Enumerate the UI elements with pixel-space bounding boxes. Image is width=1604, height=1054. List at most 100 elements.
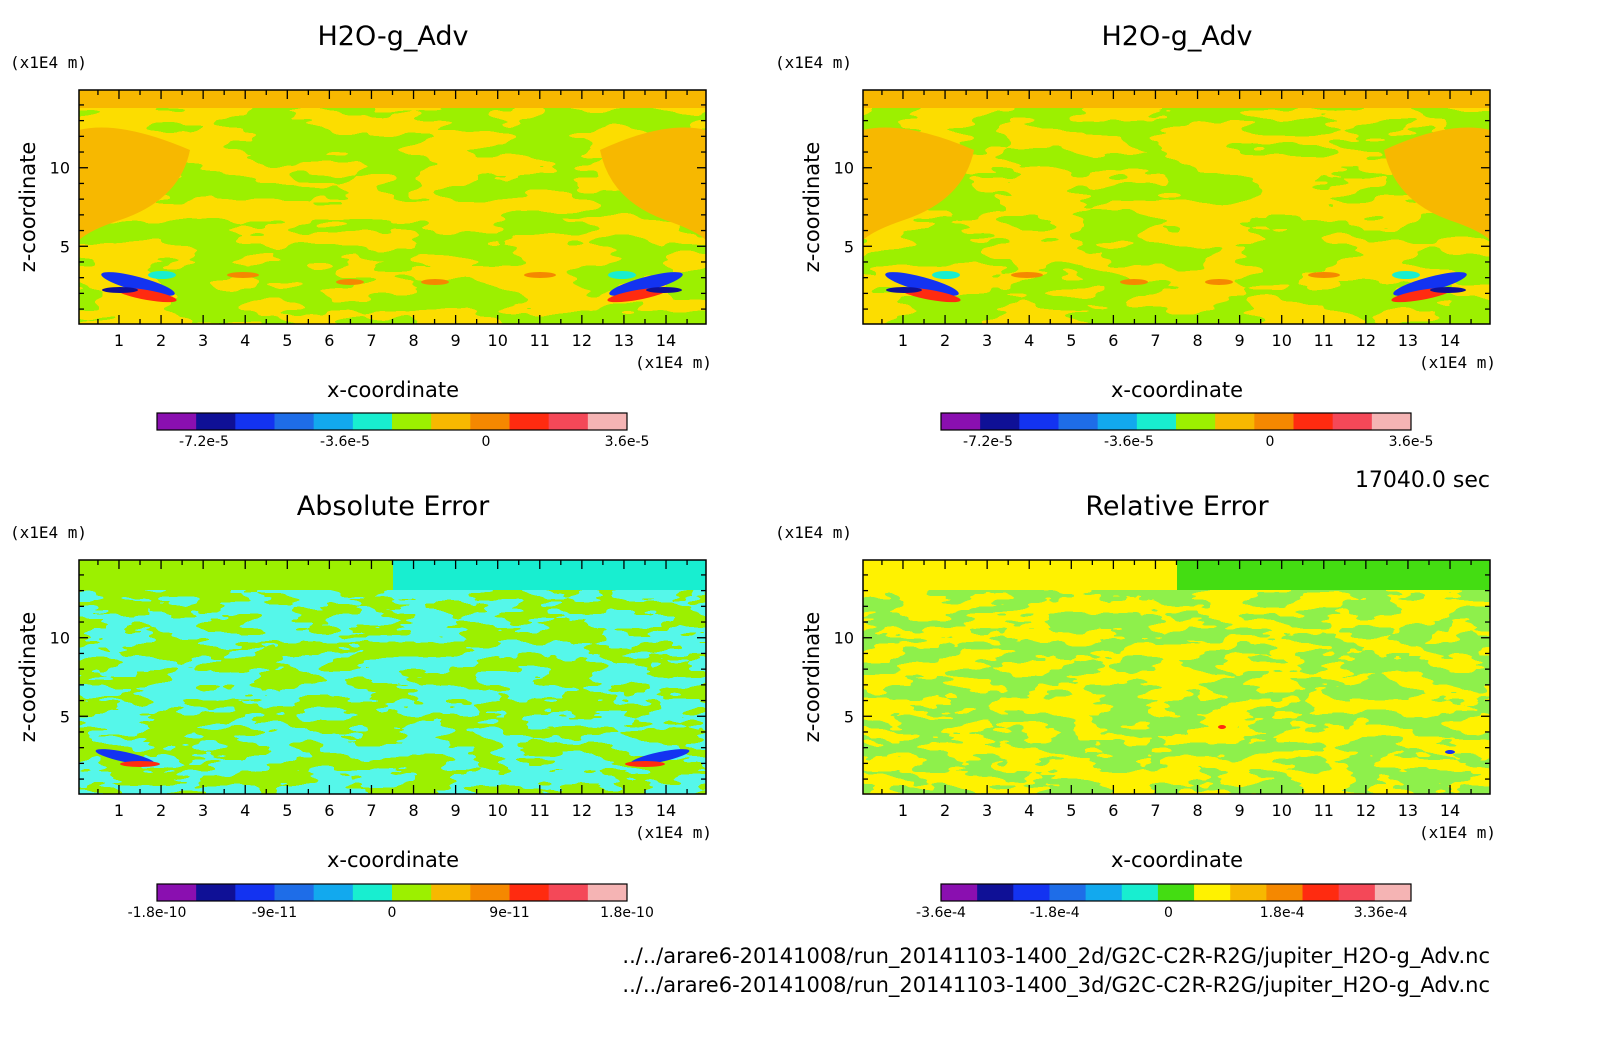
colorbar-swatch: [587, 413, 628, 430]
heatmap-field: [79, 90, 706, 324]
colorbar-swatch: [1097, 413, 1138, 430]
heatmap-field: [79, 560, 706, 794]
time-label: 17040.0 sec: [1355, 468, 1490, 493]
colorbar-swatch: [431, 884, 471, 901]
x-tick-label: 2: [940, 331, 950, 350]
colorbar-swatch: [392, 413, 432, 430]
y-tick-label: 5: [844, 237, 854, 256]
x-tick-label: 3: [982, 331, 992, 350]
x-tick-label: 4: [240, 331, 250, 350]
colorbar-label: -3.6e-5: [1104, 434, 1154, 450]
x-tick-label: 3: [198, 331, 208, 350]
x-axis-title: x-coordinate: [1111, 848, 1243, 872]
x-unit-label: (x1E4 m): [1419, 823, 1496, 842]
x-unit-label: (x1E4 m): [1419, 353, 1496, 372]
colorbar-label: -7.2e-5: [179, 434, 229, 450]
panel-title: Relative Error: [1085, 491, 1269, 522]
panel-title: H2O-g_Adv: [1102, 21, 1253, 52]
x-tick-label: 4: [240, 801, 250, 820]
x-tick-label: 11: [530, 331, 550, 350]
x-tick-label: 5: [1066, 801, 1076, 820]
colorbar-swatch: [1254, 413, 1294, 430]
x-tick-label: 13: [614, 331, 634, 350]
colorbar-label: 1.8e-4: [1260, 905, 1305, 921]
colorbar-frame: [940, 412, 1412, 431]
colorbar-swatch: [1371, 413, 1412, 430]
y-tick-label: 5: [60, 237, 70, 256]
colorbar-swatch: [1157, 884, 1195, 901]
colorbar-label: 0: [388, 905, 397, 921]
colorbar-swatch: [548, 413, 589, 430]
x-tick-label: 12: [1356, 801, 1376, 820]
x-tick-label: 8: [1192, 331, 1202, 350]
colorbar-label: 1.8e-10: [600, 905, 654, 921]
panel-4: Relative Error (x1E4 m) 1 2 3 4 5 6 7 8 9 10 11 12 1…: [775, 491, 1496, 921]
y-unit-label: (x1E4 m): [775, 53, 852, 72]
colorbar-swatch: [431, 413, 471, 430]
colorbar-swatch: [235, 884, 275, 901]
x-tick-label: 1: [114, 331, 124, 350]
x-tick-label: 9: [1235, 331, 1245, 350]
colorbar-swatch: [1230, 884, 1267, 901]
colorbar-swatch: [1136, 413, 1177, 430]
y-tick-label: 5: [844, 707, 854, 726]
y-tick-label: 10: [834, 159, 854, 178]
colorbar-swatch: [196, 413, 236, 430]
y-tick-label: 5: [60, 707, 70, 726]
x-tick-label: 11: [1314, 331, 1334, 350]
colorbar-label: -7.2e-5: [963, 434, 1013, 450]
x-tick-label: 5: [282, 331, 292, 350]
colorbar-swatch: [470, 413, 510, 430]
x-tick-label: 3: [198, 801, 208, 820]
x-tick-label: 4: [1024, 801, 1034, 820]
colorbar-swatch: [509, 884, 550, 901]
x-tick-label: 12: [1356, 331, 1376, 350]
colorbar-label: 3.6e-5: [605, 434, 650, 450]
x-tick-label: 3: [982, 801, 992, 820]
colorbar-swatch: [980, 413, 1020, 430]
x-tick-label: 14: [656, 331, 676, 350]
colorbar-swatch: [470, 884, 510, 901]
colorbar-label: 9e-11: [489, 905, 529, 921]
colorbar-swatch: [1215, 413, 1255, 430]
colorbar-swatch: [548, 884, 589, 901]
x-tick-label: 6: [1108, 801, 1118, 820]
file-path-line: ../../arare6-20141008/run_20141103-1400_…: [622, 944, 1490, 969]
x-tick-label: 10: [1272, 801, 1292, 820]
colorbar-swatch: [509, 413, 550, 430]
x-tick-label: 1: [898, 801, 908, 820]
panel-1: H2O-g_Adv (x1E4 m) 1 2 3 4 5 6 7 8 9 10 11 12 13 1451…: [10, 21, 712, 450]
x-tick-label: 6: [324, 801, 334, 820]
x-tick-label: 7: [366, 801, 376, 820]
colorbar-label: -3.6e-5: [320, 434, 370, 450]
colorbar-swatch: [274, 884, 315, 901]
colorbar-swatch: [196, 884, 236, 901]
x-tick-label: 12: [572, 801, 592, 820]
x-tick-label: 2: [156, 801, 166, 820]
x-tick-label: 2: [156, 331, 166, 350]
x-tick-label: 5: [1066, 331, 1076, 350]
y-axis-title: z-coordinate: [16, 612, 40, 743]
x-tick-label: 5: [282, 801, 292, 820]
colorbar-label: 0: [482, 434, 491, 450]
x-tick-label: 8: [408, 331, 418, 350]
x-tick-label: 10: [488, 331, 508, 350]
x-tick-label: 14: [1440, 331, 1460, 350]
colorbar-swatch: [352, 413, 393, 430]
colorbar-label: 0: [1266, 434, 1275, 450]
colorbar-swatch: [587, 884, 628, 901]
x-unit-label: (x1E4 m): [635, 353, 712, 372]
panel-title: H2O-g_Adv: [318, 21, 469, 52]
x-tick-label: 11: [530, 801, 550, 820]
file-path-line: ../../arare6-20141008/run_20141103-1400_…: [622, 973, 1490, 998]
y-unit-label: (x1E4 m): [10, 523, 87, 542]
x-tick-label: 9: [451, 801, 461, 820]
colorbar-swatch: [392, 884, 432, 901]
panel-3: Absolute Error (x1E4 m) 1 2 3 4 5 6 7 8 9 10 11 12 1…: [10, 491, 712, 921]
x-tick-label: 9: [1235, 801, 1245, 820]
y-axis-title: z-coordinate: [800, 142, 824, 273]
colorbar-swatch: [313, 413, 354, 430]
x-tick-label: 2: [940, 801, 950, 820]
x-axis-title: x-coordinate: [1111, 378, 1243, 402]
colorbar-swatch: [1374, 884, 1412, 901]
